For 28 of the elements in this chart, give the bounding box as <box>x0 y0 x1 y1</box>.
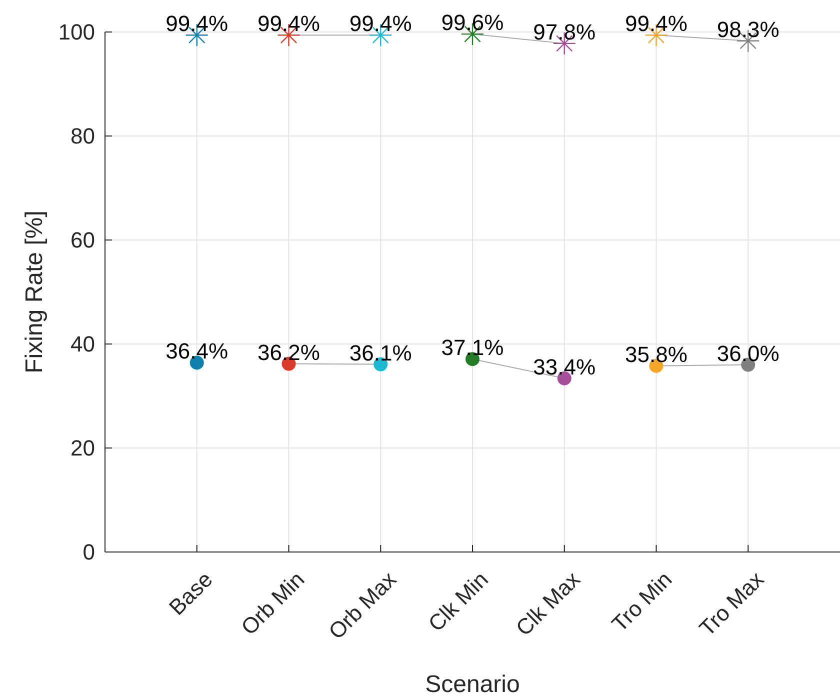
y-tick-label: 0 <box>82 540 95 565</box>
x-axis-title: Scenario <box>425 671 520 698</box>
y-tick-label: 60 <box>70 228 95 253</box>
data-label: 99.6% <box>441 10 504 36</box>
y-tick-label: 100 <box>58 20 95 45</box>
y-tick-label: 40 <box>70 332 95 357</box>
data-label: 99.4% <box>166 11 228 36</box>
data-label: 36.2% <box>258 340 320 365</box>
x-tick-label: Clk Min <box>423 566 493 636</box>
data-label: 36.4% <box>166 338 228 364</box>
data-label: 36.0% <box>716 340 780 366</box>
x-tick-label: Clk Max <box>510 566 585 641</box>
data-label: 36.1% <box>349 340 412 366</box>
x-tick-label: Orb Max <box>324 566 402 644</box>
x-tick-label: Orb Min <box>236 566 310 640</box>
data-label: 35.8% <box>625 342 688 367</box>
data-label: 99.4% <box>258 11 320 36</box>
data-label: 98.3% <box>716 16 780 42</box>
x-tick-label: Tro Max <box>694 566 769 641</box>
y-axis-title: Fixing Rate [%] <box>21 210 48 374</box>
data-label: 97.8% <box>533 19 596 44</box>
data-label: 37.1% <box>441 335 504 360</box>
data-label: 33.4% <box>533 354 596 380</box>
y-tick-label: 80 <box>70 124 95 149</box>
y-tick-label: 20 <box>70 436 95 461</box>
data-label: 99.4% <box>349 11 412 36</box>
x-tick-label: Tro Min <box>606 566 677 637</box>
data-label: 99.4% <box>625 11 688 36</box>
